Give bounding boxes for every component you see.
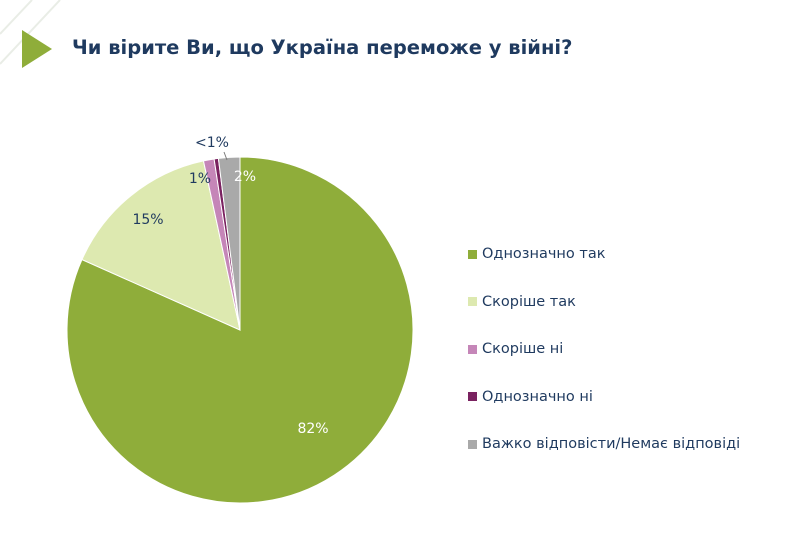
legend-swatch [468,392,477,401]
data-label-3: 1% [189,171,211,187]
chart-legend: Однозначно так Скоріше так Скоріше ні Одноз… [468,243,740,481]
legend-label: Однозначно ні [482,388,593,405]
legend-label: Важко відповісти/Немає відповіді [482,436,741,452]
leader-line [223,151,228,161]
data-label-1: 82% [297,421,328,437]
data-label-5: 2% [234,169,256,185]
legend-item-5: Важко відповісти/Немає відповіді [468,433,740,455]
legend-swatch [468,249,477,259]
legend-item-2: Скоріше так [468,291,740,313]
triangle-marker-icon [22,30,52,68]
legend-swatch [468,439,477,449]
legend-swatch [468,344,477,354]
data-label-2: 15% [132,212,163,228]
legend-label: Однозначно так [482,246,606,262]
chart-title: Чи вірите Ви, що Україна переможе у війн… [72,36,573,59]
pie-slice-5 [217,156,241,331]
legend-item-4: Однозначно ні [468,386,740,408]
data-label-4: <1% [195,135,229,151]
legend-label: Скоріше так [482,293,576,310]
pie-slice-2 [81,160,241,331]
decorative-lines [0,0,61,68]
legend-label: Скоріше ні [482,341,564,357]
legend-item-3: Скоріше ні [468,338,740,360]
legend-item-1: Однозначно так [468,243,740,265]
legend-swatch [468,297,477,306]
